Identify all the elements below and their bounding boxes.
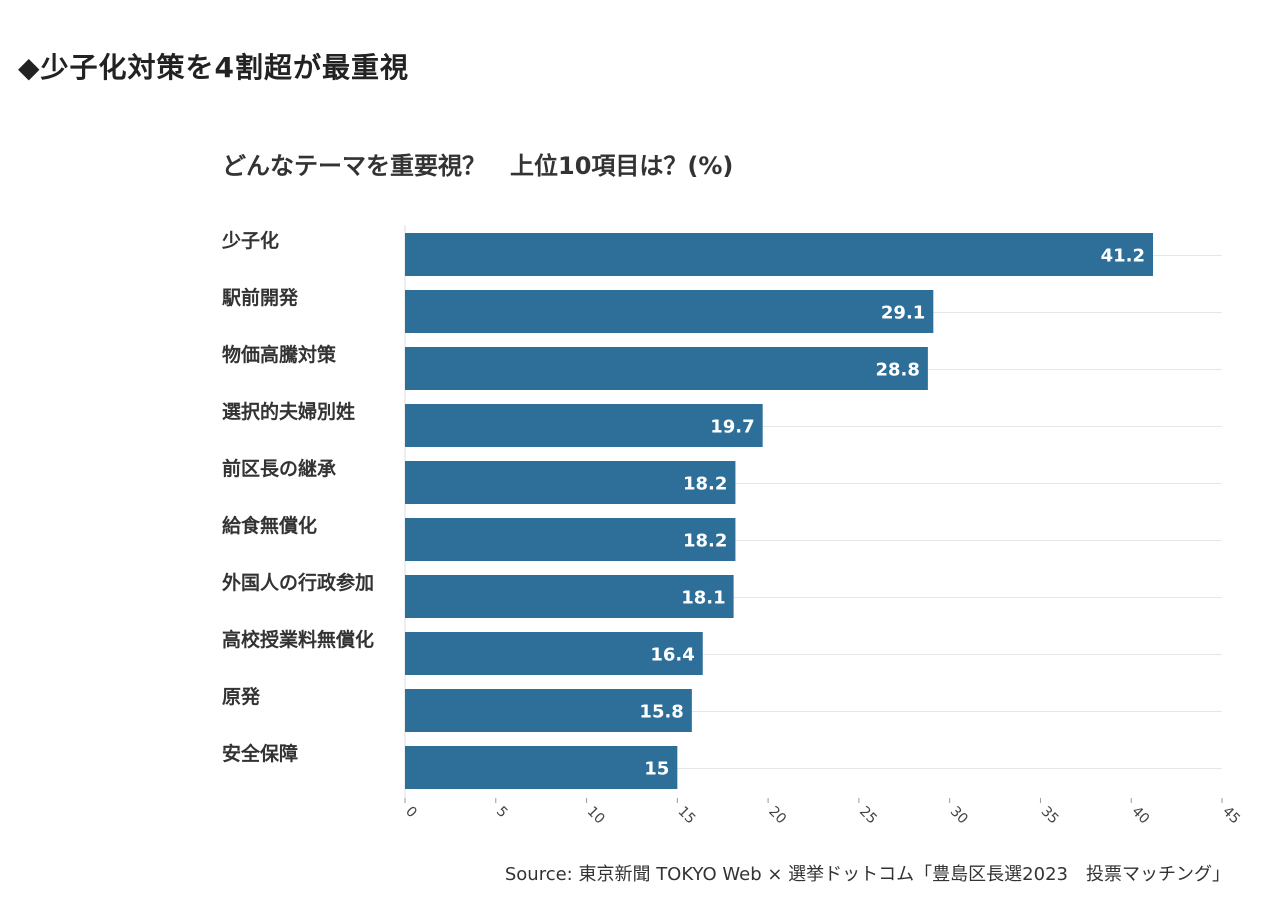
data-label: 28.8 bbox=[875, 360, 919, 381]
x-tick-label: 30 bbox=[947, 804, 971, 828]
category-label: 原発 bbox=[222, 685, 261, 708]
bar bbox=[405, 233, 1154, 276]
bar bbox=[405, 518, 736, 561]
data-label: 18.1 bbox=[681, 588, 725, 609]
category-label: 物価高騰対策 bbox=[222, 343, 337, 366]
bar bbox=[405, 347, 928, 390]
category-label: 高校授業料無償化 bbox=[222, 628, 374, 651]
x-tick-label: 25 bbox=[856, 804, 880, 828]
x-tick-label: 40 bbox=[1128, 804, 1152, 828]
x-tick-label: 45 bbox=[1219, 804, 1243, 828]
category-label: 前区長の継承 bbox=[222, 457, 336, 480]
category-label: 外国人の行政参加 bbox=[222, 571, 374, 594]
data-label: 29.1 bbox=[881, 303, 925, 324]
data-label: 41.2 bbox=[1101, 246, 1145, 267]
bar bbox=[405, 746, 678, 789]
data-label: 15 bbox=[644, 759, 669, 780]
data-label: 18.2 bbox=[683, 474, 727, 495]
x-tick-label: 20 bbox=[765, 804, 789, 828]
category-label: 安全保障 bbox=[222, 742, 298, 765]
category-label: 給食無償化 bbox=[222, 514, 317, 537]
x-tick-label: 5 bbox=[493, 804, 511, 822]
data-label: 18.2 bbox=[683, 531, 727, 552]
category-label: 選択的夫婦別姓 bbox=[222, 400, 355, 423]
bar bbox=[405, 632, 703, 675]
bar bbox=[405, 404, 763, 447]
x-tick-label: 15 bbox=[675, 804, 699, 828]
data-label: 15.8 bbox=[639, 702, 683, 723]
x-tick-label: 10 bbox=[584, 804, 608, 828]
bar bbox=[405, 290, 934, 333]
chart-title: どんなテーマを重要視？ 上位10項目は？(%) bbox=[222, 152, 734, 180]
bar bbox=[405, 689, 692, 732]
category-label: 駅前開発 bbox=[221, 286, 299, 309]
bar bbox=[405, 461, 736, 504]
x-tick-label: 35 bbox=[1038, 804, 1062, 828]
data-label: 19.7 bbox=[710, 417, 754, 438]
page-heading: ◆少子化対策を4割超が最重視 bbox=[18, 51, 410, 84]
category-label: 少子化 bbox=[221, 229, 279, 252]
x-tick-label: 0 bbox=[402, 804, 420, 822]
source-credit: Source: 東京新聞 TOKYO Web × 選挙ドットコム「豊島区長選20… bbox=[504, 864, 1230, 885]
bar bbox=[405, 575, 734, 618]
data-label: 16.4 bbox=[650, 645, 694, 666]
